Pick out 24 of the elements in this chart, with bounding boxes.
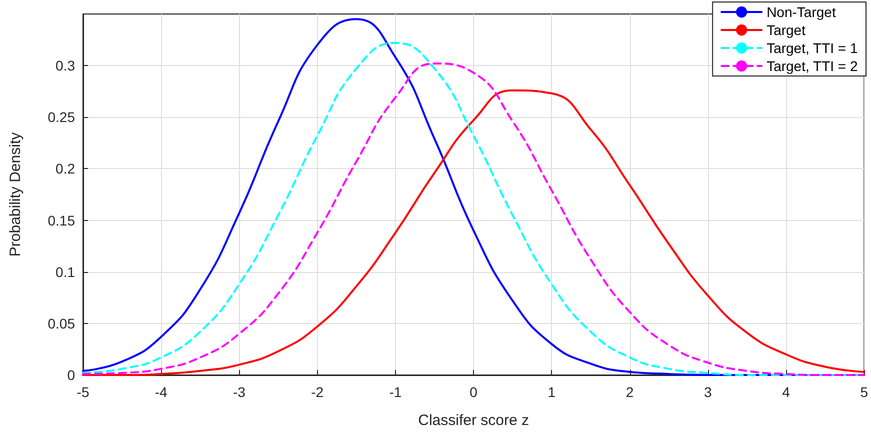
x-tick-label: 5 xyxy=(860,384,868,400)
legend-label: Non-Target xyxy=(766,4,836,20)
y-tick-label: 0.2 xyxy=(56,160,76,177)
x-tick-label: -3 xyxy=(232,384,246,400)
x-tick-label: 4 xyxy=(782,384,790,400)
x-tick-label: -2 xyxy=(311,384,324,400)
x-tick-label: -4 xyxy=(154,384,168,400)
y-tick-label: 0.05 xyxy=(48,315,76,332)
y-tick-label: 0.1 xyxy=(56,264,76,280)
x-axis-title: Classifer score z xyxy=(418,412,529,429)
legend-label: Target xyxy=(766,22,806,38)
x-tick-label: 1 xyxy=(548,384,556,400)
y-tick-label: 0 xyxy=(67,367,76,383)
x-tick-label: 2 xyxy=(626,384,634,400)
x-tick-label: 3 xyxy=(704,384,712,400)
legend-label: Target, TTI = 2 xyxy=(766,58,858,74)
y-tick-label: 0.15 xyxy=(48,212,76,228)
x-tick-label: -5 xyxy=(76,384,90,400)
x-tick-label: -1 xyxy=(389,384,402,400)
y-axis-title: Probability Density xyxy=(7,132,24,257)
x-tick-label: 0 xyxy=(470,384,478,400)
y-tick-label: 0.3 xyxy=(56,58,76,74)
y-tick-label: 0.25 xyxy=(48,109,76,126)
legend-label: Target, TTI = 1 xyxy=(766,40,858,56)
